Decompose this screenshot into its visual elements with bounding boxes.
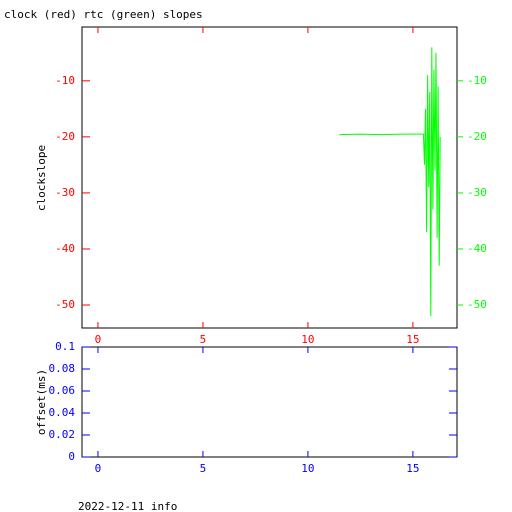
plot-frame [81, 346, 458, 458]
x-tick-label: 5 [200, 462, 207, 475]
y2-tick-label: -10 [467, 74, 487, 87]
x-tick-label: 10 [301, 333, 314, 346]
y2-tick-label: -20 [467, 130, 487, 143]
data-line [339, 47, 441, 317]
y-tick-label: -10 [55, 74, 75, 87]
y-tick-label: 0.02 [49, 428, 76, 441]
chart-title: clock (red) rtc (green) slopes [4, 8, 203, 21]
y-tick-label: 0.1 [55, 340, 75, 353]
x-tick-label: 10 [301, 462, 314, 475]
x-tick-label: 15 [406, 333, 419, 346]
y2-tick-label: -40 [467, 242, 487, 255]
y-tick-label: 0 [68, 450, 75, 463]
y-axis-label: offset(ms) [35, 369, 48, 435]
y-tick-label: -40 [55, 242, 75, 255]
y-tick-label: 0.04 [49, 406, 76, 419]
y-tick-label: -50 [55, 298, 75, 311]
x-tick-label: 0 [95, 333, 102, 346]
x-tick-label: 5 [200, 333, 207, 346]
y2-tick-label: -30 [467, 186, 487, 199]
y2-tick-label: -50 [467, 298, 487, 311]
x-tick-label: 0 [95, 462, 102, 475]
y-axis-label: clockslope [35, 145, 48, 211]
y-tick-label: 0.06 [49, 384, 76, 397]
x-tick-label: 15 [406, 462, 419, 475]
y-tick-label: -30 [55, 186, 75, 199]
plot-frame [81, 26, 458, 329]
y-tick-label: 0.08 [49, 362, 76, 375]
footer-annotation: 2022-12-11 info [78, 500, 177, 512]
y-tick-label: -20 [55, 130, 75, 143]
